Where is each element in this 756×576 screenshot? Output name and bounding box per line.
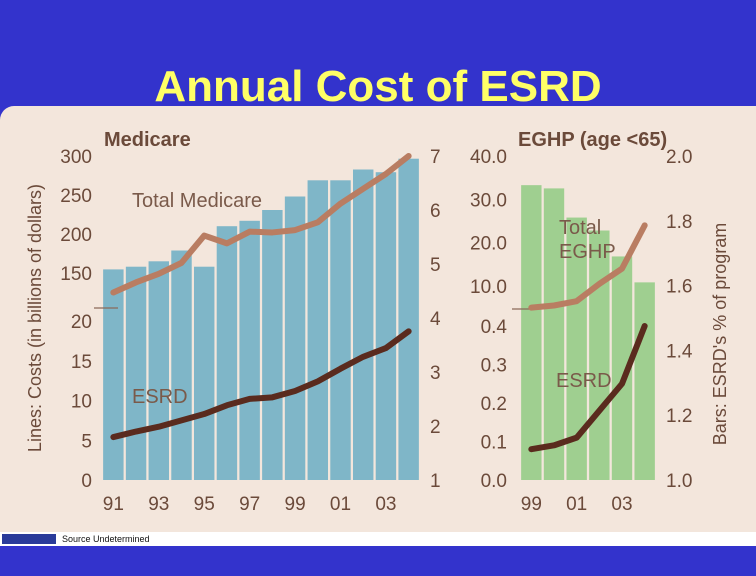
chart-bar [521,185,542,480]
chart-bar [543,188,565,480]
chart-bar [307,180,329,481]
x-tick-label: 03 [611,494,632,515]
x-tick-label: 01 [330,494,351,515]
footer-source-text: Source Undetermined [62,534,150,544]
y-right-tick-label: 3 [430,363,441,384]
series-line-total [110,153,412,296]
chart-bar [216,226,238,480]
chart-title: EGHP (age <65) [518,129,667,151]
chart-bar [611,256,633,480]
y-right-tick-label: 6 [430,201,441,222]
chart-bar [125,266,147,480]
charts-svg: Medicare 300 250 200 150 20 15 10 5 0 7 6 5 4 3 2 1 91 93 9… [25,129,730,515]
series-annotation: Total Medicare [132,190,262,212]
y-left-tick-label: 0.2 [481,394,507,415]
series-line-esrd [110,328,412,441]
x-tick-label: 99 [521,494,542,515]
y-right-tick-label: 2.0 [666,147,692,168]
eghp-chart: EGHP (age <65) 40.0 30.0 20.0 10.0 0.4 0.3 0.2 0… [470,129,730,515]
slide-title: Annual Cost of ESRD [154,62,602,111]
y-left-tick-label: 0.4 [481,317,508,338]
chart-bar [375,172,397,480]
y-left-tick-label: 250 [60,186,92,207]
x-tick-label: 93 [148,494,169,515]
y-right-tick-label: 1.2 [666,406,692,427]
chart-bar [103,269,124,480]
y-left-tick-label: 20.0 [470,234,507,255]
series-annotation: Total [559,217,601,239]
y-right-tick-label: 1 [430,471,441,492]
y-right-tick-label: 7 [430,147,441,168]
figure-panel: Medicare 300 250 200 150 20 15 10 5 0 7 6 5 4 3 2 1 91 93 9… [0,106,756,532]
y-left-tick-label: 0.0 [481,471,507,492]
series-line-esrd [528,323,648,453]
series-annotation: ESRD [132,386,188,408]
chart-bar [239,220,260,481]
footer-bar: Source Undetermined [0,532,756,546]
chart-bar [352,169,374,480]
y-left-tick-label: 10 [71,392,92,413]
chart-bar [634,282,655,480]
x-tick-label: 97 [239,494,260,515]
y-right-tick-label: 2 [430,417,441,438]
chart-bar [284,196,306,480]
y-right-tick-label: 1.0 [666,471,692,492]
y-left-tick-label: 200 [60,225,92,246]
chart-bar [589,230,610,480]
y-left-tick-label: 15 [71,352,92,373]
y-right-tick-label: 5 [430,255,441,276]
y-left-tick-label: 5 [81,431,92,452]
x-tick-label: 91 [103,494,124,515]
y-left-tick-label: 0.3 [481,356,507,377]
y-left-tick-label: 40.0 [470,147,507,168]
y-left-tick-label: 20 [71,312,92,333]
y-right-axis-title: Bars: ESRD's % of program [710,223,730,446]
x-tick-label: 95 [194,494,215,515]
chart-bar [262,210,283,480]
y-right-tick-label: 4 [430,309,441,330]
series-annotation: ESRD [556,370,612,392]
x-tick-label: 03 [375,494,396,515]
series-annotation: EGHP [559,241,616,263]
x-tick-label: 99 [285,494,306,515]
chart-bar [148,261,170,480]
chart-bar [566,217,587,480]
y-right-tick-label: 1.8 [666,212,692,233]
y-left-tick-label: 150 [60,264,92,285]
y-left-tick-label: 0 [81,471,92,492]
y-right-tick-label: 1.6 [666,277,692,298]
y-right-tick-label: 1.4 [666,341,693,362]
y-left-axis-title: Lines: Costs (in billions of dollars) [25,184,45,452]
series-line-total [528,222,648,311]
footer-logo [2,534,56,544]
chart-bar [330,180,351,481]
y-left-tick-label: 10.0 [470,277,507,298]
y-left-tick-label: 30.0 [470,190,507,211]
medicare-chart: Medicare 300 250 200 150 20 15 10 5 0 7 6 5 4 3 2 1 91 93 9… [25,129,441,515]
y-left-tick-label: 300 [60,147,92,168]
x-tick-label: 01 [566,494,587,515]
chart-title: Medicare [104,129,191,151]
chart-bar [193,266,215,480]
chart-bar [171,250,192,480]
chart-bar [398,158,419,480]
y-left-tick-label: 0.1 [481,433,507,454]
